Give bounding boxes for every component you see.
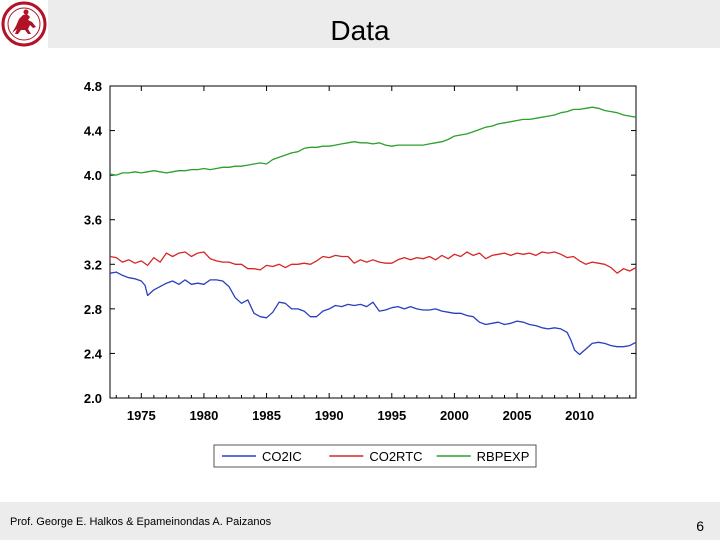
y-tick-label: 4.0 [84, 168, 102, 183]
chart-ticks: 2.0 2.4 2.8 3.2 3.6 4.0 4.4 4.8 1975 1980 1985 1990… [84, 79, 636, 423]
x-tick-label: 1990 [315, 408, 344, 423]
x-tick-label: 1980 [189, 408, 218, 423]
legend-label: CO2RTC [369, 449, 422, 464]
y-tick-label: 3.2 [84, 257, 102, 272]
y-tick-label: 3.6 [84, 213, 102, 228]
series-line-co2ic [109, 271, 637, 356]
x-tick-label: 2000 [440, 408, 469, 423]
chart-legend: CO2IC CO2RTC RBPEXP [213, 444, 537, 468]
footer-band [0, 502, 720, 540]
x-tick-label: 1985 [252, 408, 281, 423]
chart-axes [109, 85, 637, 399]
legend-label: CO2IC [262, 449, 302, 464]
footer-author: Prof. George E. Halkos & Epameinondas A.… [10, 516, 272, 528]
y-tick-label: 2.8 [84, 302, 102, 317]
university-seal-icon [0, 0, 48, 48]
page-number: 6 [696, 518, 704, 534]
legend-label: RBPEXP [477, 449, 530, 464]
plot-frame [109, 85, 637, 399]
y-tick-label: 2.0 [84, 391, 102, 406]
x-tick-label: 2010 [565, 408, 594, 423]
x-tick-label: 1975 [127, 408, 156, 423]
y-tick-label: 2.4 [84, 346, 103, 361]
y-tick-label: 4.4 [84, 124, 103, 139]
header-band [48, 0, 720, 48]
chart-series [109, 106, 637, 356]
line-chart: 2.0 2.4 2.8 3.2 3.6 4.0 4.4 4.8 1975 1980 1985 1990… [84, 79, 637, 468]
x-tick-label: 1995 [377, 408, 406, 423]
y-tick-label: 4.8 [84, 79, 102, 94]
x-tick-label: 2005 [503, 408, 532, 423]
series-line-co2rtc [109, 251, 637, 274]
series-line-rbpexp [109, 106, 637, 176]
slide-title: Data [330, 15, 390, 46]
legend-box [213, 444, 537, 468]
